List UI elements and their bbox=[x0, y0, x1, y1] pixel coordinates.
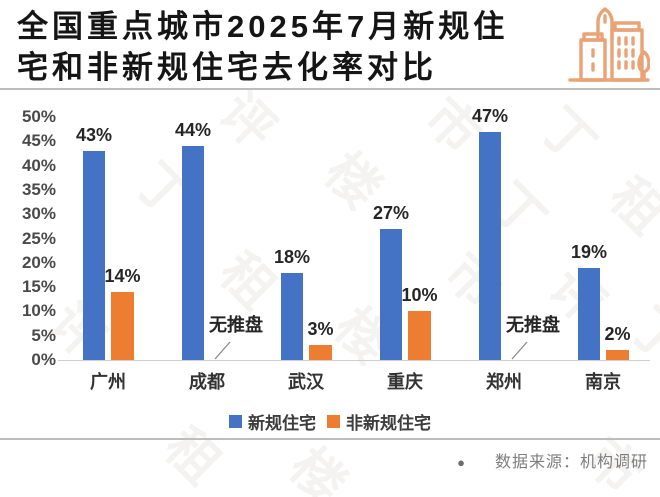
annotation-leader-line bbox=[214, 341, 231, 360]
y-axis-tick: 10% bbox=[21, 301, 56, 321]
no-launch-annotation: 无推盘 bbox=[209, 315, 263, 335]
bar-non-new-rule-3 bbox=[408, 311, 431, 360]
x-axis-line bbox=[58, 360, 650, 361]
y-axis-tick: 35% bbox=[21, 179, 56, 199]
data-source-text: 数据来源：机构调研 bbox=[494, 454, 648, 471]
category-label-3: 重庆 bbox=[387, 372, 423, 392]
footer-divider bbox=[0, 438, 660, 440]
bar-new-rule-1 bbox=[182, 146, 204, 360]
legend-swatch-icon bbox=[327, 415, 340, 428]
bar-non-new-rule-2 bbox=[309, 345, 332, 360]
value-label: 19% bbox=[570, 241, 608, 262]
value-label: 2% bbox=[604, 324, 631, 345]
category-label-2: 武汉 bbox=[288, 372, 324, 392]
bar-new-rule-0 bbox=[83, 151, 105, 360]
watermark-glyph: 市 bbox=[433, 242, 512, 321]
bar-non-new-rule-0 bbox=[111, 291, 134, 360]
y-axis-tick: 5% bbox=[31, 325, 56, 345]
bar-new-rule-5 bbox=[578, 267, 600, 360]
category-label-1: 成都 bbox=[189, 372, 225, 392]
no-launch-annotation: 无推盘 bbox=[506, 315, 560, 335]
y-axis-tick: 40% bbox=[21, 155, 56, 175]
y-axis-tick: 30% bbox=[21, 204, 56, 224]
y-axis-tick: 50% bbox=[21, 107, 56, 126]
category-label-0: 广州 bbox=[90, 372, 126, 392]
bar-new-rule-3 bbox=[380, 228, 402, 360]
value-label: 47% bbox=[471, 105, 509, 126]
footer-bullet-icon: ● bbox=[457, 455, 465, 470]
y-axis-tick: 20% bbox=[21, 252, 56, 272]
legend-item-1: 非新规住宅 bbox=[327, 409, 431, 434]
y-axis-tick: 25% bbox=[21, 228, 56, 248]
page-title-line2: 宅和非新规住宅去化率对比 bbox=[17, 50, 437, 85]
page-title: 全国重点城市2025年7月新规住 宅和非新规住宅去化率对比 bbox=[17, 6, 562, 88]
watermark-glyph: 租 bbox=[598, 167, 660, 246]
legend-swatch-icon bbox=[229, 415, 242, 428]
value-label: 14% bbox=[104, 265, 141, 286]
page-title-line1: 全国重点城市2025年7月新规住 bbox=[17, 9, 509, 44]
legend-item-0: 新规住宅 bbox=[229, 409, 316, 434]
bar-non-new-rule-5 bbox=[606, 350, 629, 360]
value-label: 18% bbox=[273, 246, 311, 267]
legend-label: 新规住宅 bbox=[248, 414, 316, 433]
y-axis-tick: 15% bbox=[21, 277, 56, 297]
header-divider bbox=[0, 88, 660, 90]
footer: ● 数据来源：机构调研 bbox=[457, 453, 648, 473]
y-axis-tick: 0% bbox=[31, 350, 56, 369]
value-label: 3% bbox=[307, 319, 334, 340]
value-label: 44% bbox=[174, 120, 212, 141]
chart-legend: 新规住宅 非新规住宅 bbox=[0, 409, 660, 434]
category-label-5: 南京 bbox=[585, 372, 621, 392]
bar-new-rule-4 bbox=[479, 131, 501, 360]
value-label: 10% bbox=[401, 285, 438, 306]
watermark-glyph: 丁 bbox=[528, 97, 607, 176]
city-buildings-icon bbox=[568, 6, 651, 91]
value-label: 27% bbox=[372, 202, 410, 223]
y-axis-tick: 45% bbox=[21, 131, 56, 151]
bar-new-rule-2 bbox=[281, 272, 303, 360]
category-label-4: 郑州 bbox=[486, 372, 522, 392]
annotation-leader-line bbox=[511, 341, 528, 360]
legend-label: 非新规住宅 bbox=[346, 414, 431, 433]
value-label: 43% bbox=[75, 125, 113, 146]
